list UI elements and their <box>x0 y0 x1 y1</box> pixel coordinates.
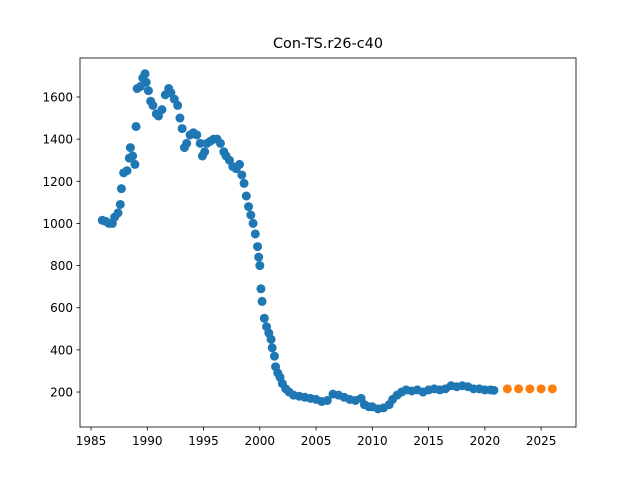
data-point <box>266 334 276 344</box>
data-point <box>259 313 269 323</box>
data-point <box>254 252 264 262</box>
data-point <box>269 351 279 361</box>
y-tick-label: 200 <box>50 386 73 400</box>
data-point <box>195 138 205 148</box>
data-point <box>244 202 254 212</box>
x-tick-label: 1995 <box>188 434 219 448</box>
x-tick-label: 2020 <box>470 434 501 448</box>
x-tick-label: 2005 <box>301 434 332 448</box>
data-point <box>177 124 187 134</box>
data-point <box>322 395 332 405</box>
x-tick-label: 2025 <box>526 434 557 448</box>
data-point <box>173 100 183 110</box>
data-point <box>267 343 277 353</box>
y-tick-label: 1600 <box>42 90 73 104</box>
data-point <box>237 170 247 180</box>
plot-frame <box>79 57 577 428</box>
x-tick-label: 1990 <box>132 434 163 448</box>
y-tick-label: 1400 <box>42 133 73 147</box>
data-point <box>175 113 185 123</box>
y-tick-label: 1000 <box>42 217 73 231</box>
data-point <box>115 199 125 209</box>
data-point <box>141 77 151 87</box>
data-point <box>140 69 150 79</box>
y-tick-label: 800 <box>50 259 73 273</box>
data-point <box>200 147 210 157</box>
x-tick-label: 1985 <box>76 434 107 448</box>
data-point <box>116 184 126 194</box>
data-point <box>514 384 524 394</box>
data-point <box>525 384 535 394</box>
data-point <box>130 159 140 169</box>
data-point <box>131 121 141 131</box>
data-point <box>248 218 258 228</box>
data-point <box>128 151 138 161</box>
data-point <box>536 384 546 394</box>
data-point <box>257 296 267 306</box>
data-point <box>250 229 260 239</box>
data-point <box>122 166 132 176</box>
data-point <box>192 130 202 140</box>
chart-title: Con-TS.r26-c40 <box>273 36 383 52</box>
data-point <box>547 384 557 394</box>
x-tick-label: 2015 <box>413 434 444 448</box>
data-point <box>253 242 263 252</box>
data-point <box>239 178 249 188</box>
y-tick-label: 400 <box>50 343 73 357</box>
y-tick-label: 1200 <box>42 175 73 189</box>
data-point <box>255 261 265 271</box>
data-point <box>256 284 266 294</box>
data-point <box>143 86 153 96</box>
y-tick-label: 600 <box>50 301 73 315</box>
x-tick-label: 2000 <box>245 434 276 448</box>
data-point <box>157 105 167 115</box>
data-point <box>182 138 192 148</box>
data-point <box>148 100 158 110</box>
data-point <box>241 191 251 201</box>
data-point <box>246 210 256 220</box>
data-point <box>235 159 245 169</box>
x-tick-label: 2010 <box>357 434 388 448</box>
data-point <box>113 208 123 218</box>
data-point <box>502 384 512 394</box>
data-point <box>489 385 499 395</box>
data-point <box>125 143 135 153</box>
data-point <box>215 138 225 148</box>
